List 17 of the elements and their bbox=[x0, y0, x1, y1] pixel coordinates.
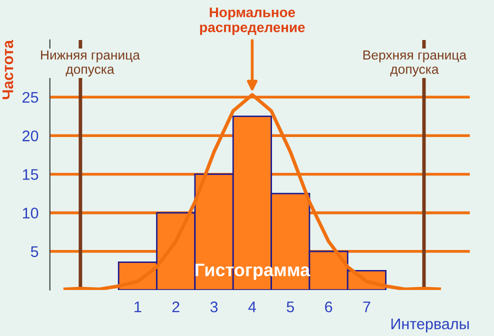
x-tick-label: 7 bbox=[363, 302, 370, 312]
x-tick-label: 5 bbox=[286, 302, 294, 312]
x-tick-label: 3 bbox=[210, 301, 218, 312]
y-tick-label: 25 bbox=[22, 92, 38, 103]
y-axis-title: Частота bbox=[2, 40, 14, 100]
y-tick-label: 15 bbox=[22, 169, 38, 180]
x-tick-label: 1 bbox=[134, 302, 142, 312]
x-tick-label: 2 bbox=[172, 301, 180, 312]
y-tick-label: 5 bbox=[30, 246, 38, 258]
ref-line-label: Нижняя граница допуска bbox=[41, 50, 140, 76]
x-tick-label: 6 bbox=[325, 301, 332, 312]
y-tick-label: 10 bbox=[22, 208, 38, 218]
y-tick-label: 20 bbox=[22, 130, 38, 142]
x-tick-label: 4 bbox=[248, 302, 256, 312]
annotation: Нормальное распределение bbox=[200, 8, 305, 35]
x-axis-title: Интервалы bbox=[391, 318, 469, 332]
ref-line-label: Верхняя граница допуска bbox=[363, 50, 467, 76]
